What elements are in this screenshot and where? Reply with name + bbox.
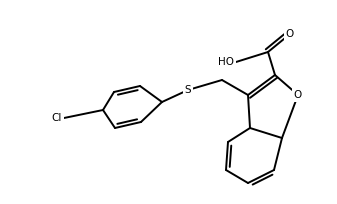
Text: S: S — [185, 85, 191, 95]
Text: HO: HO — [218, 57, 234, 67]
Text: O: O — [294, 90, 302, 100]
Text: Cl: Cl — [52, 113, 62, 123]
Text: O: O — [286, 29, 294, 39]
